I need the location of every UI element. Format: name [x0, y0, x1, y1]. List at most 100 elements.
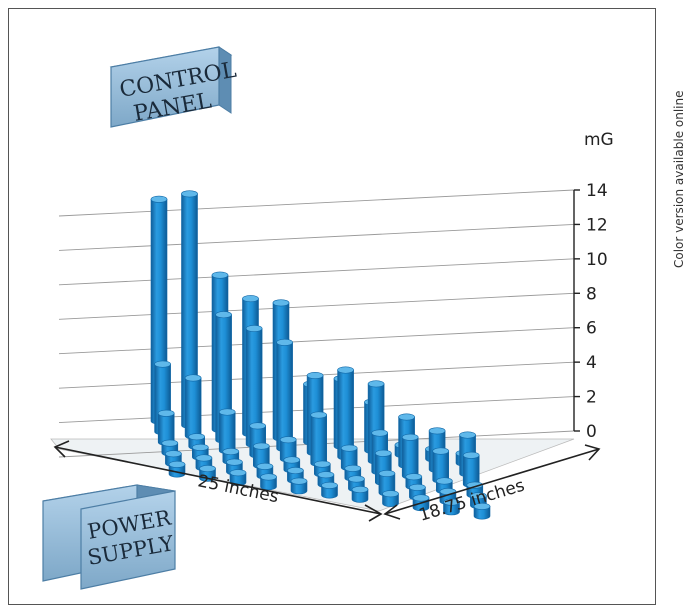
bar-cylinder-top: [195, 454, 213, 462]
bar-cylinder-body: [473, 506, 491, 520]
bar-cylinder-top: [260, 473, 277, 481]
y-tick-label: 14: [586, 181, 608, 201]
bar-cylinder-top: [443, 498, 460, 506]
bar-cylinder-body: [260, 476, 277, 491]
bar-cylinder-body: [276, 342, 293, 452]
bar-cylinder-top: [215, 311, 232, 319]
y-tick-label: 4: [586, 353, 597, 373]
gridline: [58, 327, 575, 355]
control-panel-box: CONTROL PANEL: [109, 46, 239, 128]
bar-cylinder: [310, 411, 328, 467]
chart-panel: 0 2 4 6 8 10 12 14 mG 25 inches 18.75 inches: [8, 8, 656, 605]
bar-cylinder-top: [253, 442, 270, 450]
bar-cylinder-top: [199, 465, 216, 473]
bar-cylinder-body: [218, 411, 236, 455]
bar-cylinder-top: [242, 295, 259, 303]
bar-cylinder: [443, 498, 460, 516]
side-note: Color version available online: [672, 91, 686, 269]
bar-cylinder-top: [405, 473, 423, 481]
bar-cylinder: [260, 473, 277, 491]
bar-cylinder-top: [218, 408, 236, 416]
bar-cylinder-top: [283, 456, 301, 464]
bar-cylinder-top: [459, 431, 476, 439]
bar-cylinder-body: [290, 480, 308, 495]
bar-cylinder: [229, 469, 247, 486]
bar-cylinder-top: [321, 481, 338, 489]
bar-cylinder-top: [473, 502, 491, 510]
side-note-text: Color version available online: [672, 91, 686, 269]
gridline: [58, 189, 575, 217]
y-tick-label: 0: [586, 422, 597, 442]
bar-cylinder-top: [371, 429, 389, 437]
bar-cylinder-top: [154, 360, 171, 368]
y-tick-label: 10: [586, 250, 608, 270]
bar-cylinder: [290, 477, 308, 495]
bar-cylinder-top: [226, 458, 243, 466]
bar-cylinder-top: [374, 449, 392, 457]
bar-cylinder-top: [398, 413, 415, 421]
bar-cylinder: [218, 408, 236, 455]
y-axis-unit-label: mG: [584, 130, 614, 150]
gridline: [58, 292, 575, 320]
bar-cylinder-top: [340, 444, 358, 452]
y-tick-label: 8: [586, 284, 597, 304]
bar-cylinder-body: [321, 485, 338, 499]
bar-cylinder-top: [306, 371, 324, 379]
bar-cylinder-top: [428, 427, 446, 435]
bar-cylinder-body: [184, 377, 202, 440]
bar-cylinder-top: [150, 195, 168, 203]
bar-cylinder-top: [276, 338, 293, 346]
bar-cylinder: [401, 433, 419, 480]
bar-cylinder-top: [168, 460, 186, 468]
bar-cylinder-top: [401, 433, 419, 441]
bar-cylinder-top: [287, 467, 304, 475]
bar-cylinder-top: [161, 439, 179, 447]
bar-cylinder-top: [222, 448, 240, 456]
bar-cylinder-top: [409, 483, 426, 491]
bar-cylinder-top: [272, 299, 290, 307]
bar-cylinder-body: [351, 489, 369, 503]
bar-cylinder-top: [229, 469, 247, 477]
bar-cylinder-body: [443, 501, 460, 516]
bar-cylinder: [276, 338, 293, 452]
y-tick-label: 2: [586, 388, 597, 408]
bar-cylinder-top: [279, 436, 297, 444]
bar-cylinder-top: [184, 374, 202, 382]
bar-cylinder-top: [466, 481, 484, 489]
bar-cylinder-top: [470, 492, 487, 500]
bars: [150, 190, 491, 520]
y-axis: 0 2 4 6 8 10 12 14: [573, 181, 608, 442]
bar-cylinder-top: [378, 470, 396, 478]
bar-cylinder-top: [317, 471, 335, 479]
bar-cylinder-top: [157, 409, 175, 417]
bar-cylinder-top: [211, 271, 229, 279]
bar-cylinder-top: [181, 190, 198, 198]
y-tick-label: 6: [586, 319, 597, 339]
bar-cylinder: [321, 481, 338, 499]
power-supply-box: POWER SUPPLY: [42, 484, 176, 590]
bar-cylinder-top: [337, 366, 354, 374]
bar-cylinder-top: [245, 325, 263, 333]
bar-cylinder: [473, 502, 491, 520]
bar-cylinder: [168, 460, 186, 478]
bar-cylinder-top: [313, 460, 331, 468]
gridline: [58, 258, 575, 286]
bar-cylinder-top: [432, 447, 450, 455]
bar-cylinder: [351, 486, 369, 503]
bar-cylinder-top: [310, 411, 328, 419]
bar-cylinder-top: [256, 462, 274, 470]
bar-cylinder-top: [435, 477, 453, 485]
bar-cylinder: [382, 490, 399, 507]
bar-cylinder-body: [310, 414, 327, 467]
bar-cylinder-top: [367, 380, 385, 388]
bar-cylinder-top: [249, 422, 266, 430]
bar-cylinder: [184, 374, 202, 440]
y-tick-label: 12: [586, 215, 608, 235]
bar-cylinder-top: [382, 490, 399, 498]
bar-cylinder-top: [188, 433, 205, 441]
bar-cylinder-top: [344, 464, 362, 472]
bar-cylinder-top: [165, 450, 182, 458]
bar-cylinder-body: [401, 436, 419, 480]
